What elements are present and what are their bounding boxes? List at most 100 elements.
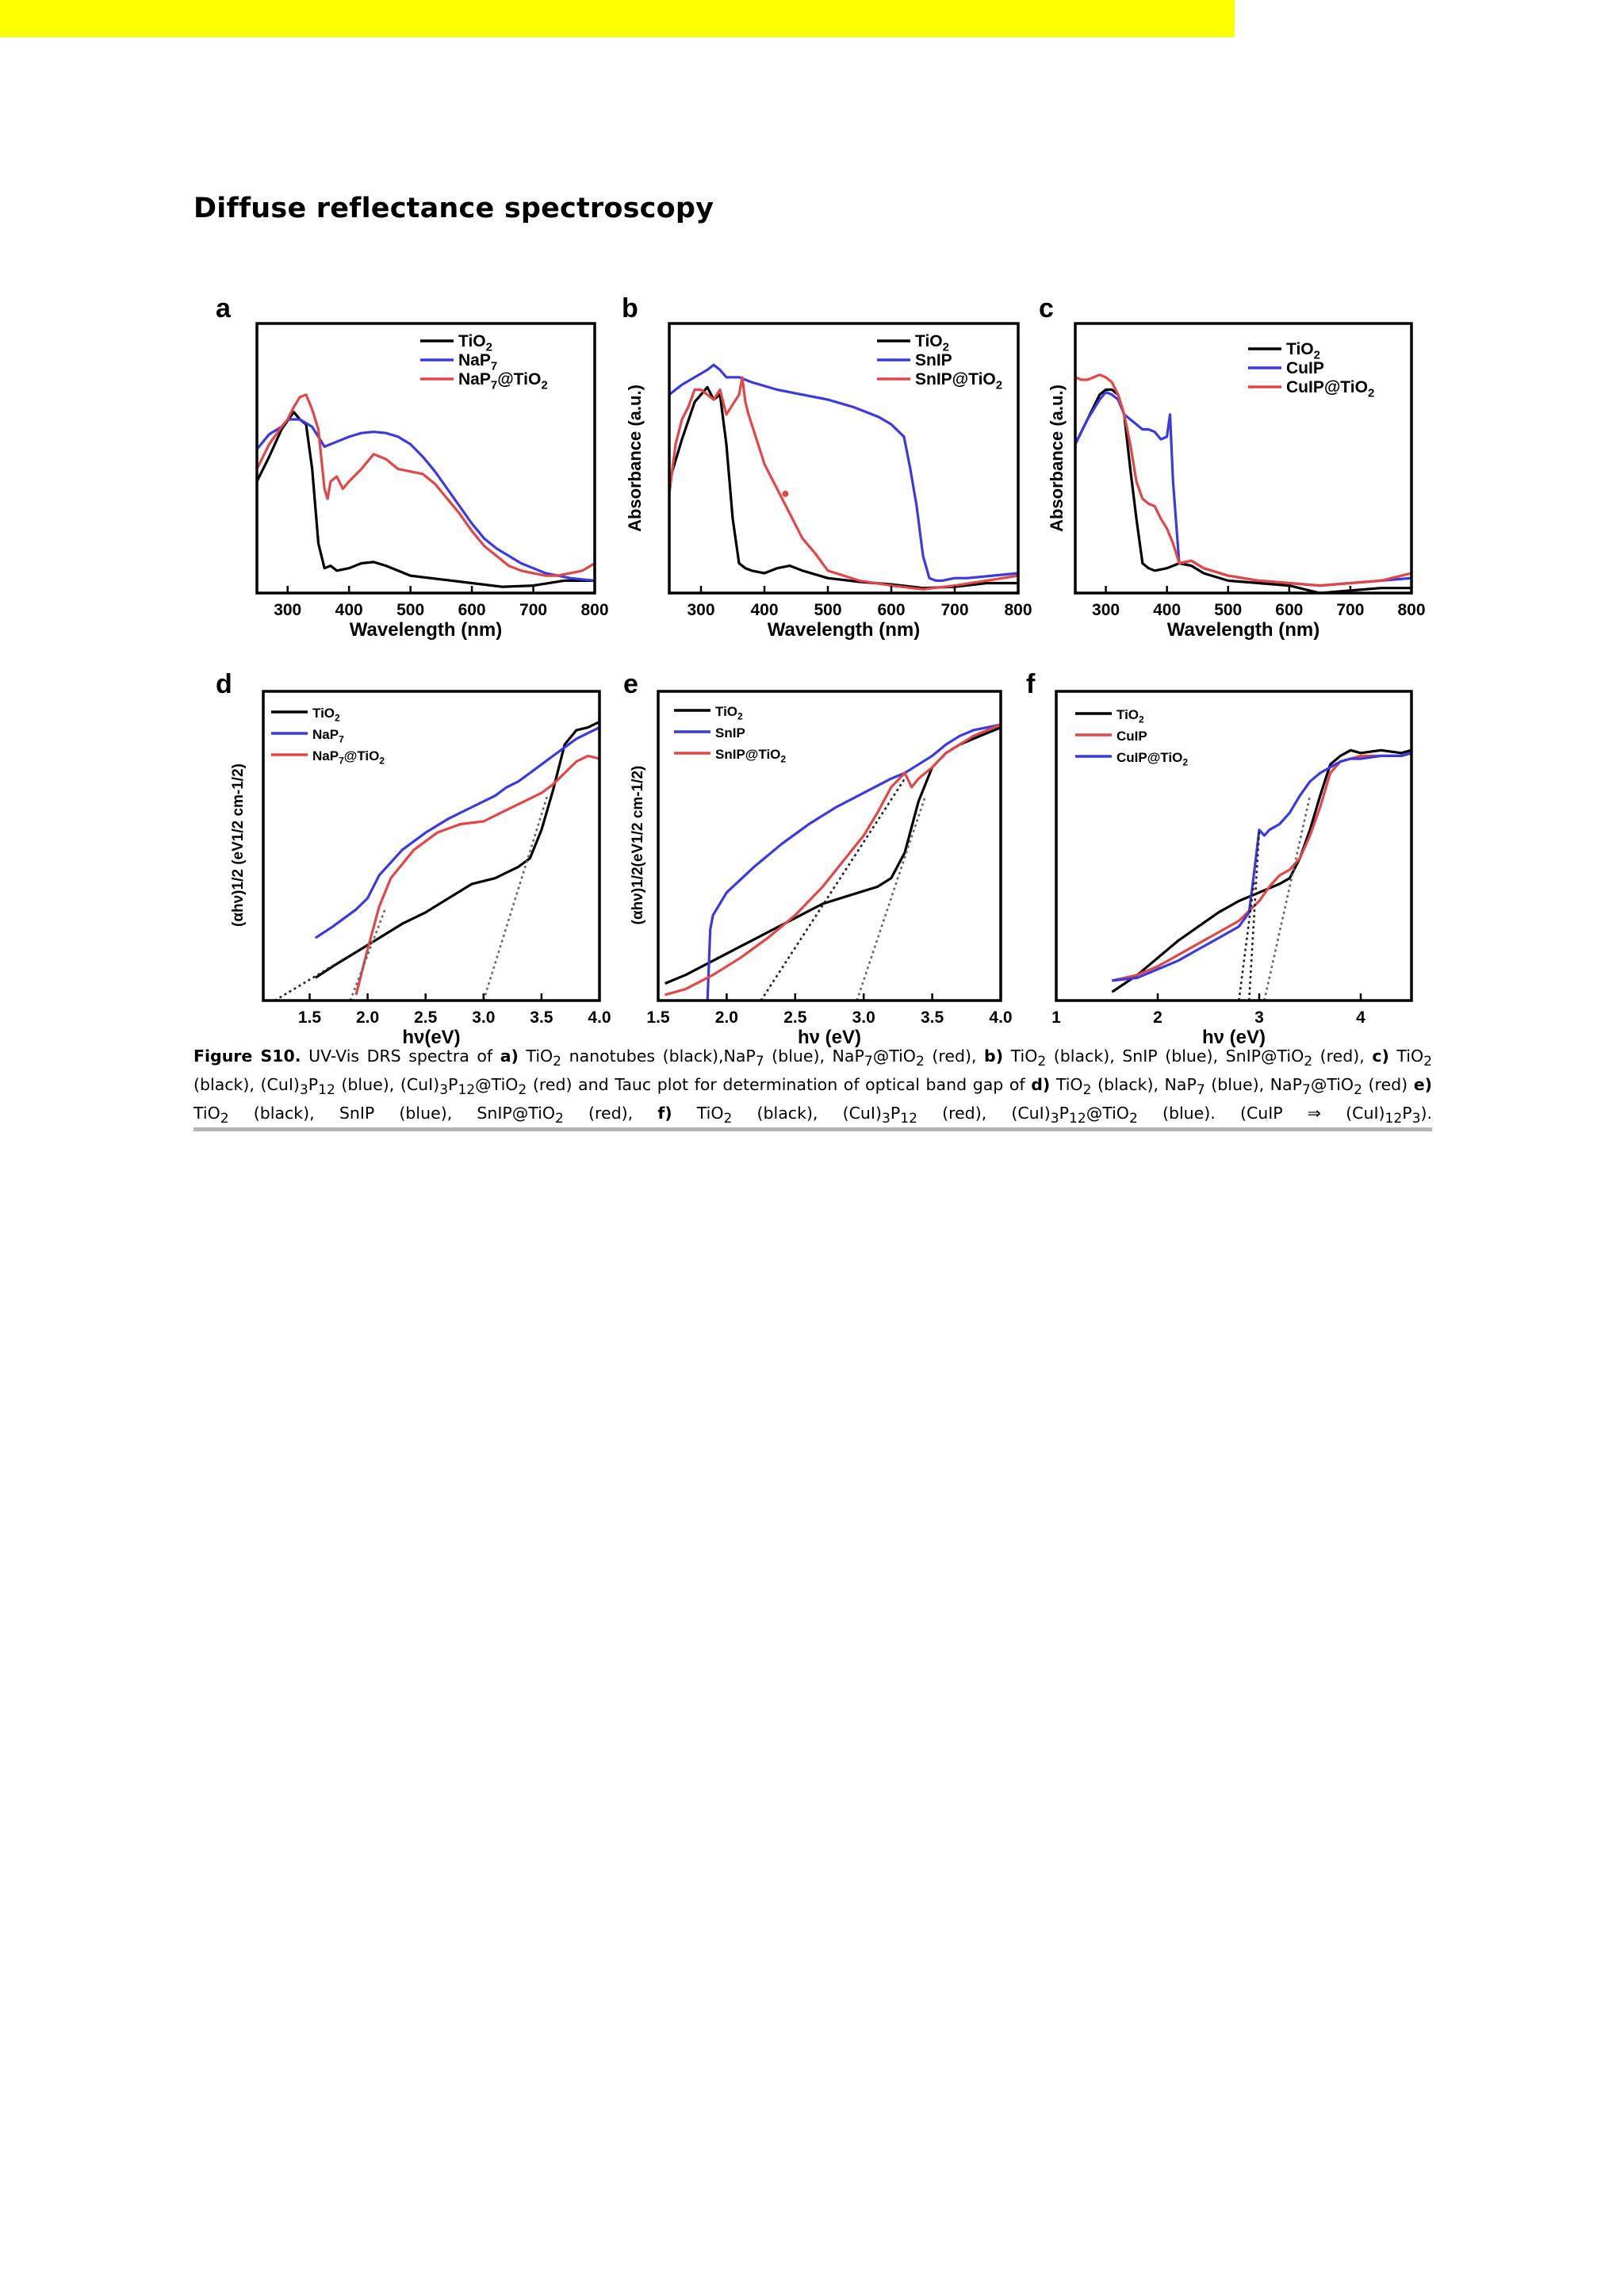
x-tick-label-d-0: 1.5 [298,1008,322,1027]
figure-caption: Figure S10. UV-Vis DRS spectra of a) TiO… [193,1047,1433,1127]
x-tick-label-d-5: 4.0 [588,1008,611,1027]
x-axis-label-a: Wavelength (nm) [350,619,502,641]
legend-label-c-2: CuIP@TiO2​ [1286,378,1374,400]
series-line-b-0 [669,385,1018,590]
x-tick-label-e-5: 4.0 [989,1008,1012,1027]
series-line-b-1 [669,363,1018,583]
series-line-e-0 [664,726,1001,985]
tauc-extrapolation-f-1 [1247,829,1261,1001]
legend-label-a-0: TiO2​ [458,332,492,354]
plot-frame-b [668,322,1020,595]
legend-label-a-2: NaP7​@TiO2​ [458,370,548,392]
tauc-extrapolation-f-2 [1263,795,1312,1001]
bottom-rule [193,1127,1432,1131]
x-tick-label-c-2: 500 [1214,601,1242,619]
tauc-extrapolation-e-1 [856,795,927,1001]
panel-letter-d: d [216,669,232,699]
panel-d: 1.5 2.0 2.5 3.0 3.5 4.0 hν(eV) (αhν)1/2 (eV1/2 … [216,669,611,1048]
tauc-extrapolation-d-1 [349,909,386,1001]
x-tick-label-d-1: 2.0 [356,1008,379,1027]
series-line-f-1 [1112,752,1411,982]
x-axis-label-b: Wavelength (nm) [768,619,920,641]
plot-area-f [1111,748,1411,1001]
legend-label-d-0: TiO2​ [312,706,340,723]
panel-a: 300 400 500 600 700 800 Wavelength (nm) a TiO2​ N… [216,293,609,641]
x-tick-label-d-2: 2.5 [414,1008,438,1027]
x-tick-label-c-5: 800 [1397,601,1425,619]
panel-f: 1 2 3 4 hν (eV) f TiO2​ CuIP CuIP@TiO2​ [1026,669,1413,1048]
x-tick-label-a-0: 300 [274,601,301,619]
plot-frame-a [255,322,596,595]
series-line-d-1 [314,726,599,939]
x-axis-label-d: hν(eV) [402,1027,460,1048]
plot-frame-c [1074,322,1413,595]
plot-frame-f [1055,690,1413,1002]
x-axis-label-e: hν (eV) [798,1027,861,1048]
legend-label-c-1: CuIP [1286,359,1324,377]
figure-s10: 300 400 500 600 700 800 Wavelength (nm) a TiO2​ N… [216,293,1426,1048]
series-line-d-2 [354,754,599,996]
x-tick-label-c-0: 300 [1092,601,1120,619]
panel-e: 1.5 2.0 2.5 3.0 3.5 4.0 hν (eV) (αhν)1/2(eV1/2 … [623,669,1013,1048]
x-tick-label-e-2: 2.5 [783,1008,807,1027]
x-tick-label-a-3: 600 [458,601,486,619]
x-tick-label-c-3: 600 [1275,601,1303,619]
series-line-f-2 [1112,752,1411,982]
legend-label-f-1: CuIP [1116,729,1147,744]
plot-frame-d [262,690,601,1002]
x-tick-label-c-4: 700 [1336,601,1364,619]
tauc-extrapolation-f-0 [1238,881,1255,1001]
series-line-e-1 [706,723,1001,1001]
legend-label-b-0: TiO2​ [915,332,949,354]
x-axis-label-c: Wavelength (nm) [1167,619,1320,641]
x-tick-label-d-4: 3.5 [530,1008,553,1027]
legend-label-b-2: SnIP@TiO2​ [915,370,1002,392]
legend-label-d-2: NaP7​@TiO2​ [312,748,385,766]
x-tick-label-b-2: 500 [814,601,841,619]
y-axis-label-e: (αhν)1/2(eV1/2 cm-1/2) [630,766,646,925]
legend-label-e-0: TiO2​ [715,704,743,721]
x-tick-label-f-1: 2 [1153,1008,1162,1027]
tauc-extrapolation-e-0 [760,778,906,1001]
y-axis-label-d: (αhν)1/2 (eV1/2 cm-1/2) [230,763,247,927]
panel-letter-f: f [1026,669,1036,699]
legend-label-f-2: CuIP@TiO2​ [1116,750,1188,767]
legend-label-d-1: NaP7​ [312,727,344,744]
legend-label-f-0: TiO2​ [1116,707,1144,725]
tauc-extrapolation-d-0 [274,936,380,1001]
y-axis-label-c: Absorbance (a.u.) [1047,385,1067,532]
x-tick-label-d-3: 3.0 [472,1008,495,1027]
x-tick-label-b-0: 300 [687,601,714,619]
panel-c: 300 400 500 600 700 800 Wavelength (nm) Absorba… [1039,293,1426,641]
series-line-f-0 [1111,748,1411,993]
highlight-bar [0,0,1235,37]
x-tick-label-a-5: 800 [580,601,608,619]
x-tick-label-a-2: 500 [396,601,424,619]
series-line-c-0 [1075,388,1411,593]
x-tick-label-e-1: 2.0 [715,1008,738,1027]
panel-letter-b: b [622,293,638,323]
series-line-a-0 [257,411,595,588]
series-line-a-2 [257,393,595,577]
panel-b: 300 400 500 600 700 800 Wavelength (nm) Absorba… [622,293,1032,641]
x-tick-label-a-4: 700 [519,601,547,619]
plot-area-b [669,363,1018,591]
x-tick-label-b-1: 400 [750,601,778,619]
series-line-a-1 [257,418,595,582]
legend-label-e-2: SnIP@TiO2​ [715,747,786,764]
x-tick-label-a-1: 400 [335,601,363,619]
panel-letter-a: a [216,293,232,323]
section-heading: Diffuse reflectance spectroscopy [193,193,714,224]
x-tick-label-b-4: 700 [940,601,968,619]
x-tick-label-b-3: 600 [877,601,905,619]
x-tick-label-c-1: 400 [1153,601,1181,619]
x-tick-label-b-5: 800 [1004,601,1032,619]
tauc-extrapolation-d-2 [482,795,549,1001]
plot-area-e [664,723,1001,1001]
series-line-c-2 [1075,373,1411,587]
x-tick-label-e-4: 3.5 [921,1008,944,1027]
x-axis-label-f: hν (eV) [1202,1027,1266,1048]
x-tick-label-e-0: 1.5 [646,1008,670,1027]
series-line-b-2 [669,376,1018,591]
panel-letter-e: e [623,669,638,699]
